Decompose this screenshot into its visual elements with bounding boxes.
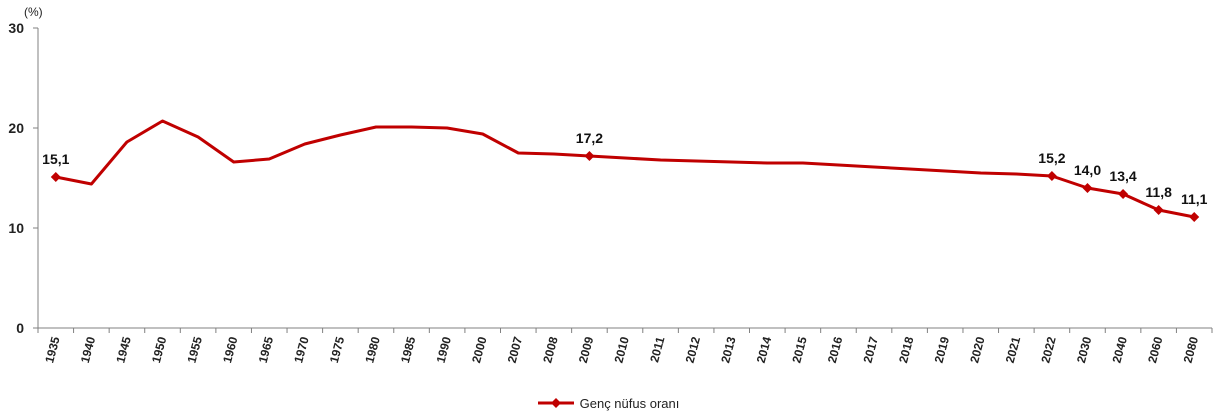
x-tick-label: 2022 xyxy=(1038,335,1059,365)
x-tick-label: 2014 xyxy=(754,335,775,365)
data-point-marker xyxy=(1118,189,1129,199)
x-tick-label: 1990 xyxy=(434,335,455,365)
x-tick-label: 2080 xyxy=(1181,335,1202,365)
x-tick-label: 2016 xyxy=(825,335,846,365)
data-point-marker xyxy=(1189,212,1200,222)
data-label: 17,2 xyxy=(576,130,603,146)
x-tick-label: 1940 xyxy=(78,335,99,365)
x-tick-label: 1955 xyxy=(185,335,206,365)
x-tick-label: 2040 xyxy=(1110,335,1131,365)
x-tick-label: 1985 xyxy=(398,335,419,365)
x-tick-label: 2010 xyxy=(611,335,632,365)
y-tick-label: 20 xyxy=(8,120,24,136)
data-point-marker xyxy=(1082,183,1093,193)
data-label: 15,1 xyxy=(42,151,69,167)
x-tick-label: 2007 xyxy=(505,335,526,365)
x-tick-label: 1950 xyxy=(149,335,170,365)
x-tick-label: 2060 xyxy=(1145,335,1166,365)
x-tick-label: 1935 xyxy=(42,335,63,365)
data-label: 15,2 xyxy=(1038,150,1065,166)
y-tick-label: 10 xyxy=(8,220,24,236)
y-ticks: 0 10 20 30 xyxy=(8,20,38,336)
x-tick-label: 2020 xyxy=(967,335,988,365)
x-tick-label: 2030 xyxy=(1074,335,1095,365)
series-line xyxy=(55,119,1195,219)
legend-line-marker-icon xyxy=(537,398,574,408)
x-tick-label: 1960 xyxy=(220,335,241,365)
x-tick-label: 2021 xyxy=(1003,335,1024,365)
y-tick-label: 0 xyxy=(16,320,24,336)
series-layer xyxy=(50,119,1200,222)
x-ticks: 1935 1940 1945 1950 1955 1960 1965 1970 1975 1980… xyxy=(37,328,1213,365)
legend-item: Genç nüfus oranı xyxy=(537,395,680,411)
x-tick-label: 2015 xyxy=(789,335,810,365)
data-label: 11,8 xyxy=(1145,184,1172,200)
x-tick-label: 2013 xyxy=(718,335,739,365)
x-tick-label: 2011 xyxy=(647,335,667,364)
x-tick-label: 1980 xyxy=(362,335,383,365)
x-tick-label: 1970 xyxy=(291,335,312,365)
y-tick-label: 30 xyxy=(8,20,24,36)
data-label: 13,4 xyxy=(1109,168,1136,184)
x-tick-label: 2009 xyxy=(576,335,597,365)
data-point-marker xyxy=(1046,171,1057,181)
y-unit-label: (%) xyxy=(24,5,43,19)
x-tick-label: 2012 xyxy=(683,335,704,365)
x-tick-label: 1975 xyxy=(327,335,348,365)
x-tick-label: 1965 xyxy=(256,335,277,365)
axes xyxy=(37,28,1212,329)
legend-label: Genç nüfus oranı xyxy=(579,395,680,411)
data-point-marker xyxy=(1153,205,1164,215)
data-label: 11,1 xyxy=(1181,191,1208,207)
x-tick-label: 2008 xyxy=(540,335,561,365)
x-tick-label: 1945 xyxy=(113,335,134,365)
data-label: 14,0 xyxy=(1074,162,1101,178)
data-point-marker xyxy=(584,151,595,161)
legend: Genç nüfus oranı xyxy=(0,393,1217,413)
x-tick-label: 2000 xyxy=(469,335,490,365)
x-tick-label: 2019 xyxy=(932,335,953,365)
x-tick-label: 2018 xyxy=(896,335,917,365)
x-tick-label: 2017 xyxy=(860,335,881,365)
data-point-marker xyxy=(50,172,61,182)
data-labels: 15,1 17,2 15,2 14,0 13,4 11,8 11,1 xyxy=(42,130,1207,207)
